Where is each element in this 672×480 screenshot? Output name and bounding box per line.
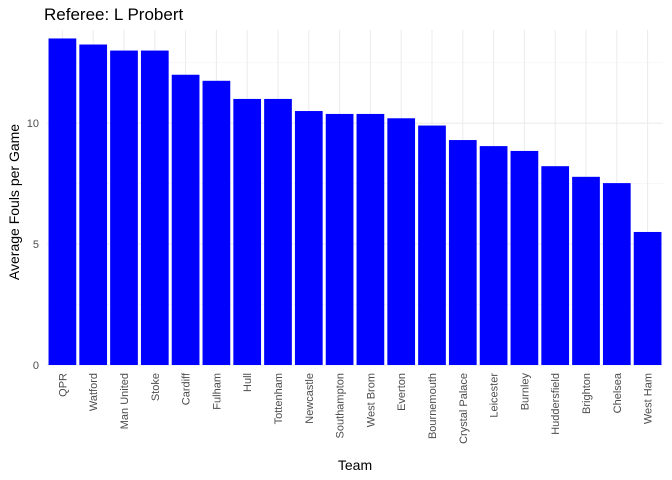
bar [572,176,600,365]
bar [48,38,77,366]
x-tick-label: Stoke [150,373,162,401]
bar [356,113,385,366]
y-tick-label: 0 [33,360,39,372]
bar [541,166,570,365]
bar [479,146,508,365]
bar [79,44,108,365]
x-tick-label: Leicester [489,373,501,418]
bar [510,150,539,365]
x-tick-label: West Ham [643,373,655,424]
bar [448,140,477,365]
bar [140,50,169,365]
bar [264,98,292,365]
chart-title: Referee: L Probert [44,5,183,24]
bar [171,74,200,366]
x-tick-label: Hull [242,373,254,392]
bar [202,80,231,366]
x-tick-label: Chelsea [612,372,624,413]
x-tick-label: QPR [57,373,69,397]
x-tick-label: Man United [119,373,131,429]
x-axis-title: Team [338,457,372,473]
x-tick-label: Tottenham [273,373,285,424]
bar [294,111,323,366]
x-tick-label: Burnley [519,373,531,411]
bar [233,98,262,365]
grid [47,30,663,366]
x-tick-label: Huddersfield [550,373,562,435]
x-tick-label: Brighton [581,373,593,414]
y-axis-ticks: 0 5 10 [27,118,39,372]
x-tick-label: Southampton [335,373,347,438]
x-tick-label: Newcastle [304,373,316,424]
x-tick-label: Bournemouth [427,373,439,439]
x-tick-label: Crystal Palace [458,373,470,444]
x-tick-label: Everton [396,373,408,411]
x-axis-ticks: QPR Watford Man United Stoke Cardiff Fulham Hu… [57,372,654,444]
y-tick-label: 5 [33,239,39,251]
bar [110,50,138,365]
x-tick-label: Watford [88,373,100,411]
y-axis-title: Average Fouls per Game [6,124,22,280]
x-tick-label: West Brom [365,373,377,427]
bar [325,113,354,366]
x-tick-label: Fulham [211,373,223,410]
bar [633,231,662,365]
bar [418,125,446,365]
bar [387,118,416,365]
bar [602,183,631,365]
y-tick-label: 10 [27,118,39,130]
x-tick-label: Cardiff [181,372,193,405]
bars [48,38,662,366]
